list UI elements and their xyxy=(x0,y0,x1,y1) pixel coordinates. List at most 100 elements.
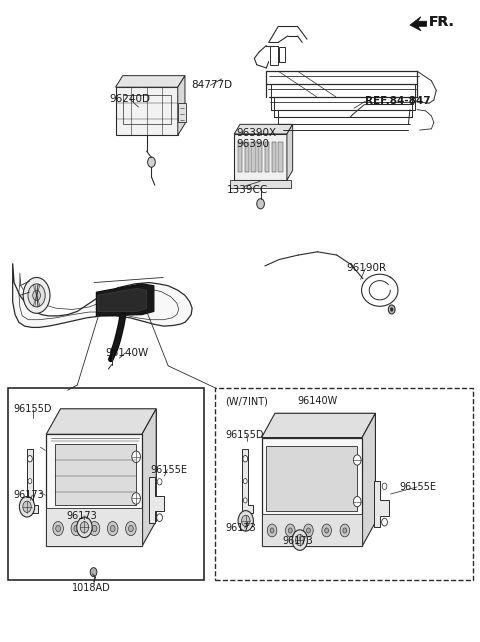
Circle shape xyxy=(243,498,247,503)
Circle shape xyxy=(292,530,308,550)
Bar xyxy=(55,444,136,505)
Polygon shape xyxy=(12,263,192,327)
Bar xyxy=(46,508,142,546)
Circle shape xyxy=(296,534,304,546)
Bar xyxy=(279,48,285,62)
Polygon shape xyxy=(374,481,389,527)
Circle shape xyxy=(108,521,118,535)
Circle shape xyxy=(80,522,89,533)
Polygon shape xyxy=(242,449,253,513)
Text: 96390X: 96390X xyxy=(236,128,276,138)
Circle shape xyxy=(304,524,313,537)
Text: 1339CC: 1339CC xyxy=(227,186,268,195)
Bar xyxy=(178,103,186,123)
Circle shape xyxy=(33,290,40,300)
Circle shape xyxy=(286,524,295,537)
Circle shape xyxy=(56,525,60,532)
Text: 96240D: 96240D xyxy=(110,94,151,105)
Circle shape xyxy=(148,157,156,168)
Circle shape xyxy=(353,455,361,465)
Circle shape xyxy=(126,521,136,535)
Bar xyxy=(265,143,269,173)
Text: 96190R: 96190R xyxy=(346,263,386,273)
Polygon shape xyxy=(275,413,375,522)
Polygon shape xyxy=(178,76,185,135)
Bar xyxy=(258,143,263,173)
Circle shape xyxy=(23,277,50,313)
Polygon shape xyxy=(46,435,142,546)
Text: 96155D: 96155D xyxy=(13,404,52,414)
Polygon shape xyxy=(410,17,427,31)
Circle shape xyxy=(241,516,250,526)
Circle shape xyxy=(238,510,253,531)
Circle shape xyxy=(270,528,274,533)
Bar xyxy=(272,143,276,173)
Bar xyxy=(262,514,362,546)
Polygon shape xyxy=(287,125,293,180)
Circle shape xyxy=(353,496,361,507)
Circle shape xyxy=(28,478,32,483)
Circle shape xyxy=(23,501,31,512)
Text: 96390: 96390 xyxy=(236,139,269,149)
Circle shape xyxy=(157,478,162,485)
Bar xyxy=(270,46,278,65)
Text: 96155E: 96155E xyxy=(399,482,436,492)
Bar xyxy=(8,388,204,580)
Circle shape xyxy=(28,498,32,503)
Circle shape xyxy=(92,525,97,532)
Circle shape xyxy=(257,198,264,209)
Bar xyxy=(123,95,170,124)
Text: 96140W: 96140W xyxy=(105,348,148,358)
Polygon shape xyxy=(262,438,362,546)
Text: 96173: 96173 xyxy=(13,490,44,500)
Circle shape xyxy=(157,514,162,521)
Circle shape xyxy=(343,528,347,533)
Polygon shape xyxy=(234,125,293,134)
Polygon shape xyxy=(46,409,156,435)
Polygon shape xyxy=(27,449,37,513)
Polygon shape xyxy=(142,409,156,546)
Text: 96155E: 96155E xyxy=(150,465,187,474)
Text: 1018AD: 1018AD xyxy=(72,583,110,593)
Polygon shape xyxy=(116,76,185,87)
Circle shape xyxy=(53,521,63,535)
Text: 96140W: 96140W xyxy=(298,396,338,406)
Circle shape xyxy=(267,524,277,537)
Text: 96173: 96173 xyxy=(226,523,256,533)
Text: 96173: 96173 xyxy=(67,511,97,521)
Polygon shape xyxy=(362,413,375,546)
Circle shape xyxy=(388,305,395,314)
Circle shape xyxy=(390,308,393,311)
Circle shape xyxy=(19,496,35,517)
Circle shape xyxy=(90,568,97,577)
Circle shape xyxy=(324,528,328,533)
Polygon shape xyxy=(96,284,154,316)
Bar xyxy=(215,388,473,580)
Bar xyxy=(116,87,178,135)
Bar xyxy=(278,143,283,173)
Circle shape xyxy=(322,524,331,537)
Circle shape xyxy=(28,284,45,307)
Circle shape xyxy=(382,483,387,489)
Circle shape xyxy=(243,478,247,483)
Bar xyxy=(266,446,357,511)
Text: FR.: FR. xyxy=(429,15,455,29)
Circle shape xyxy=(382,518,387,526)
Bar xyxy=(234,134,287,180)
Text: FR.: FR. xyxy=(429,15,455,29)
Circle shape xyxy=(243,456,248,462)
Circle shape xyxy=(74,525,79,532)
Polygon shape xyxy=(149,476,164,523)
Circle shape xyxy=(340,524,349,537)
Polygon shape xyxy=(60,409,156,521)
Polygon shape xyxy=(98,288,147,311)
Circle shape xyxy=(288,528,292,533)
Circle shape xyxy=(307,528,311,533)
Text: (W/7INT): (W/7INT) xyxy=(225,396,267,406)
Circle shape xyxy=(110,525,115,532)
Bar xyxy=(245,143,249,173)
Bar xyxy=(230,180,291,187)
Circle shape xyxy=(27,456,32,462)
Circle shape xyxy=(77,517,92,537)
Circle shape xyxy=(89,521,100,535)
